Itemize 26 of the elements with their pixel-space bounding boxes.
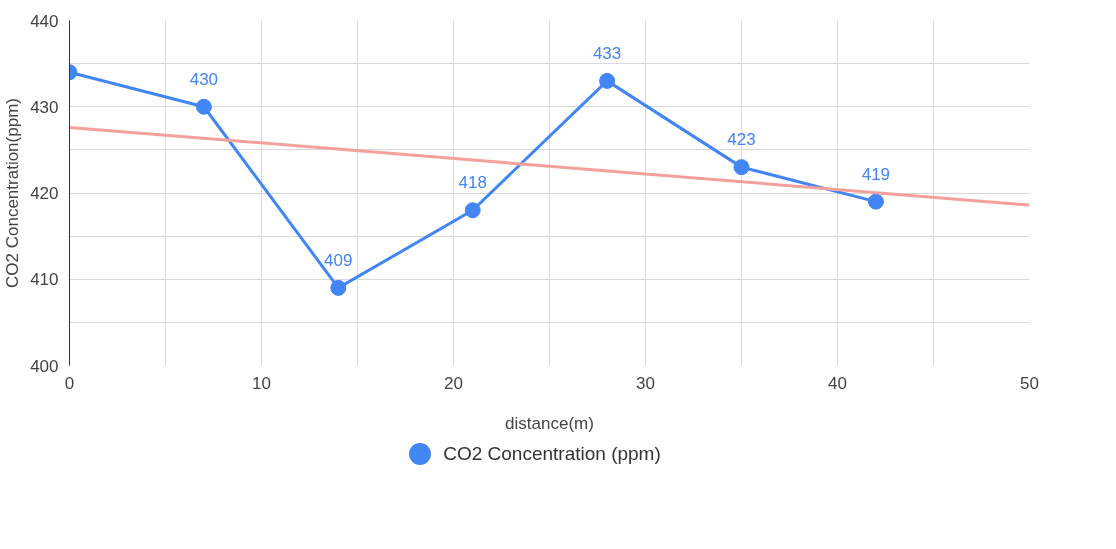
x-tick-label: 20 <box>444 373 463 393</box>
data-label: 409 <box>324 250 353 270</box>
y-tick-label: 430 <box>30 97 59 117</box>
y-tick-label: 410 <box>30 270 59 290</box>
point <box>330 279 347 296</box>
y-tick-label: 440 <box>30 11 59 31</box>
y-tick-label: 420 <box>30 184 59 203</box>
legend-label: CO2 Concentration (ppm) <box>443 442 661 466</box>
data-label: 419 <box>861 164 891 184</box>
x-axis-title: distance(m) <box>505 413 594 433</box>
data-label: 430 <box>189 69 219 89</box>
point <box>867 193 884 210</box>
x-tick-label: 0 <box>64 373 75 393</box>
x-tick-label: 30 <box>636 373 655 393</box>
data-label: 423 <box>727 130 756 150</box>
data-label: 433 <box>592 43 622 63</box>
y-tick-label: 400 <box>30 356 59 376</box>
x-tick-label: 40 <box>828 373 847 393</box>
point <box>733 159 750 176</box>
x-tick-label: 10 <box>252 373 271 393</box>
y-axis-title: CO2 Concentration(ppm) <box>3 98 23 288</box>
data-label: 418 <box>458 173 487 193</box>
point <box>195 98 212 115</box>
point <box>599 72 616 89</box>
x-tick-label: 50 <box>1020 373 1039 393</box>
point <box>464 202 481 219</box>
